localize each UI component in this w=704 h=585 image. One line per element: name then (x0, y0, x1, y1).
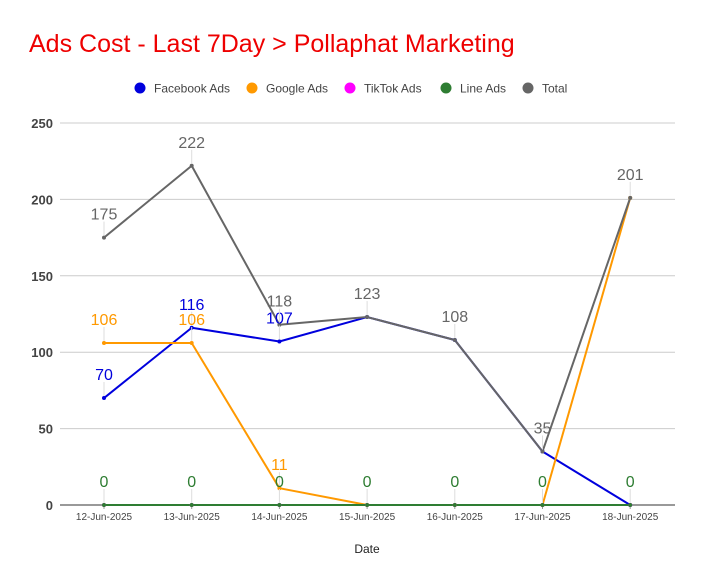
legend-marker (134, 82, 146, 94)
data-point-line-ads (102, 503, 106, 507)
data-point-total (452, 337, 457, 342)
x-axis-label: Date (354, 542, 380, 556)
data-label-line-ads: 0 (275, 474, 284, 491)
data-label-line-ads: 0 (538, 474, 547, 491)
data-label-total: 123 (354, 286, 381, 303)
data-point-line-ads (277, 503, 282, 507)
data-label-google-ads: 11 (271, 457, 288, 474)
data-label-total: 108 (441, 309, 468, 326)
legend-item: Total (522, 82, 567, 96)
data-point-line-ads (628, 503, 633, 507)
data-label-total: 175 (91, 207, 118, 224)
x-tick-label: 18-Jun-2025 (602, 512, 659, 523)
data-point-line-ads (540, 503, 545, 507)
gridlines (60, 122, 675, 430)
legend-label: Line Ads (460, 82, 506, 96)
y-tick-label: 250 (31, 116, 53, 131)
data-label-facebook-ads: 116 (179, 297, 205, 314)
data-point-total (277, 322, 282, 327)
data-point-line-ads (452, 503, 457, 507)
data-label-line-ads: 0 (363, 474, 372, 491)
data-label-line-ads: 0 (626, 474, 635, 491)
data-label-line-ads: 0 (100, 474, 109, 491)
x-tick-label: 13-Jun-2025 (164, 512, 221, 523)
x-tick-label: 17-Jun-2025 (514, 512, 571, 523)
data-point-google-ads (102, 341, 106, 346)
chart-title: Ads Cost - Last 7Day > Pollaphat Marketi… (29, 30, 515, 58)
y-tick-label: 150 (31, 269, 53, 284)
y-tick-label: 100 (31, 345, 53, 360)
legend-item: Google Ads (246, 82, 328, 96)
x-tick-label: 16-Jun-2025 (427, 512, 484, 523)
legend-label: TikTok Ads (364, 82, 422, 96)
legend-marker (522, 82, 534, 94)
data-point-total (540, 449, 545, 454)
data-label-total: 118 (267, 294, 293, 311)
data-point-total (628, 195, 633, 200)
y-tick-label: 50 (39, 422, 53, 437)
series-lines (103, 164, 632, 506)
x-tick-label: 14-Jun-2025 (251, 512, 308, 523)
legend-item: Line Ads (440, 82, 506, 96)
x-tick-label: 15-Jun-2025 (339, 512, 396, 523)
data-label-line-ads: 0 (450, 474, 459, 491)
data-label-total: 201 (617, 167, 644, 184)
data-point-total (189, 163, 194, 168)
data-point-total (102, 235, 106, 240)
series-points (102, 163, 633, 507)
data-label-facebook-ads: 70 (95, 367, 113, 384)
x-tick-label: 12-Jun-2025 (76, 512, 133, 523)
legend-marker (344, 82, 356, 94)
data-point-facebook-ads (102, 396, 106, 401)
legend-marker (440, 82, 452, 94)
data-label-google-ads: 106 (91, 312, 118, 329)
legend-item: TikTok Ads (344, 82, 422, 96)
legend-label: Facebook Ads (154, 82, 230, 96)
legend: Facebook Ads Google Ads TikTok Ads Line Ads… (134, 82, 567, 96)
legend-label: Total (542, 82, 567, 96)
series-line-google-ads (104, 197, 632, 506)
y-tick-label: 0 (46, 498, 53, 513)
data-point-line-ads (365, 503, 370, 507)
data-label-total: 35 (534, 421, 552, 438)
legend-marker (246, 82, 258, 94)
data-point-total (365, 315, 370, 320)
y-tick-label: 200 (31, 192, 53, 207)
data-point-line-ads (189, 503, 194, 507)
legend-label: Google Ads (266, 82, 328, 96)
data-label-line-ads: 0 (187, 474, 196, 491)
legend-item: Facebook Ads (134, 82, 230, 96)
data-label-google-ads: 106 (178, 312, 205, 329)
data-label-total: 222 (178, 135, 205, 152)
data-point-google-ads (277, 486, 282, 491)
data-point-google-ads (189, 341, 194, 346)
axes: 0 50 100 150 200 250 12-Jun-2025 13-Jun-2025 14-… (31, 116, 675, 523)
data-point-facebook-ads (277, 339, 282, 344)
